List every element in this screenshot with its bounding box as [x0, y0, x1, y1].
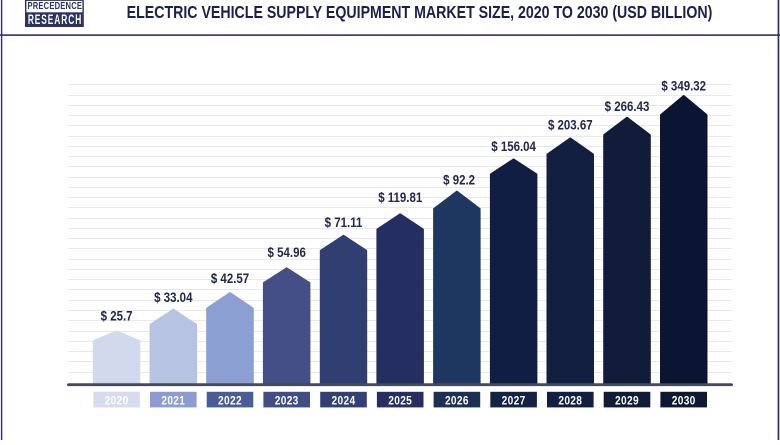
svg-text:2021: 2021 — [161, 395, 185, 408]
svg-text:2029: 2029 — [615, 395, 639, 408]
svg-text:$ 33.04: $ 33.04 — [154, 289, 193, 305]
svg-text:2026: 2026 — [445, 395, 469, 408]
svg-text:ELECTRIC VEHICLE SUPPLY EQUIPM: ELECTRIC VEHICLE SUPPLY EQUIPMENT MARKET… — [127, 3, 713, 23]
svg-text:$ 349.32: $ 349.32 — [661, 78, 706, 94]
svg-text:2028: 2028 — [558, 395, 582, 408]
svg-text:2020: 2020 — [105, 395, 129, 408]
svg-text:$ 156.04: $ 156.04 — [491, 138, 536, 154]
svg-text:$ 25.7: $ 25.7 — [101, 308, 133, 324]
svg-text:2022: 2022 — [218, 395, 242, 408]
svg-text:$ 54.96: $ 54.96 — [268, 244, 306, 260]
svg-text:RESEARCH: RESEARCH — [28, 13, 82, 27]
svg-text:$ 119.81: $ 119.81 — [378, 189, 422, 205]
svg-text:$ 266.43: $ 266.43 — [605, 98, 650, 114]
svg-text:2025: 2025 — [388, 395, 412, 408]
svg-text:2030: 2030 — [672, 395, 696, 408]
svg-text:$ 203.67: $ 203.67 — [548, 116, 593, 132]
svg-text:2024: 2024 — [332, 395, 356, 408]
svg-text:2027: 2027 — [502, 395, 526, 408]
svg-text:$ 92.2: $ 92.2 — [443, 171, 475, 187]
svg-text:$ 71.11: $ 71.11 — [325, 214, 363, 230]
svg-text:2023: 2023 — [275, 395, 299, 408]
svg-text:$ 42.57: $ 42.57 — [211, 270, 249, 286]
svg-text:PRECEDENCE: PRECEDENCE — [27, 0, 82, 11]
